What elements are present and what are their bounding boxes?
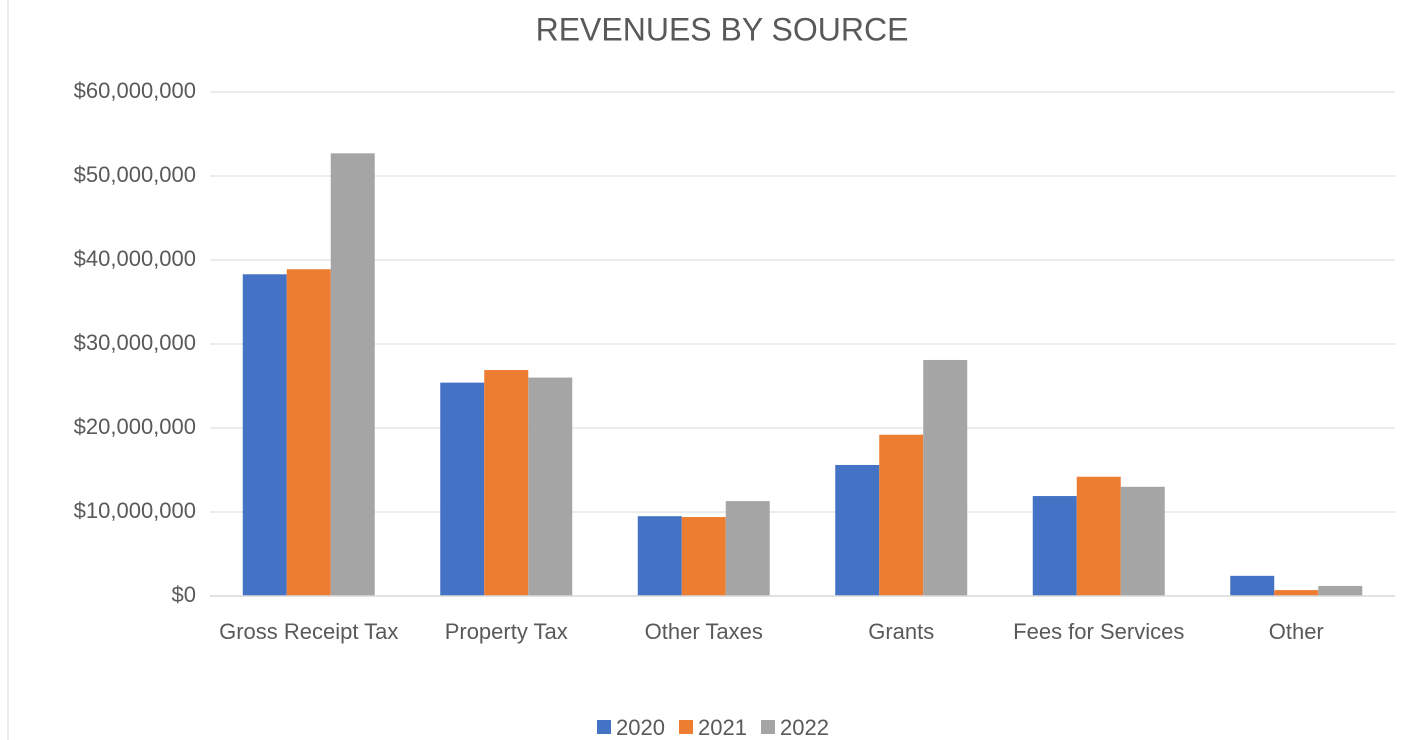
bar [287,269,331,596]
bar [484,370,528,596]
x-tick-label: Other Taxes [614,617,794,647]
legend-label: 2022 [780,715,829,740]
chart-title: REVENUES BY SOURCE [536,11,909,47]
y-tick-label: $0 [172,582,196,607]
y-tick-label: $40,000,000 [74,246,196,271]
legend-swatch [597,720,611,734]
x-tick-label: Fees for Services [1009,617,1189,647]
bar [1274,590,1318,596]
bar [726,501,770,596]
x-tick-label: Gross Receipt Tax [219,617,399,647]
bar [1033,496,1077,596]
bar [1121,487,1165,596]
bar [638,516,682,596]
bar [1230,576,1274,596]
y-tick-label: $20,000,000 [74,414,196,439]
bar [528,378,572,596]
x-tick-label: Property Tax [416,617,596,647]
x-tick-label: Grants [811,617,991,647]
legend-swatch [761,720,775,734]
y-tick-label: $10,000,000 [74,498,196,523]
bar [835,465,879,596]
bar [1318,586,1362,596]
bar [879,435,923,596]
bar [1077,477,1121,596]
x-tick-label: Other [1206,617,1386,647]
y-tick-label: $60,000,000 [74,78,196,103]
bar [923,360,967,596]
bar [243,274,287,596]
y-tick-label: $50,000,000 [74,162,196,187]
legend-label: 2020 [616,715,665,740]
bar [331,153,375,596]
legend-swatch [679,720,693,734]
page: REVENUES BY SOURCE $0 $10,000,000 $20,000,… [0,0,1409,740]
bar [682,517,726,596]
bar [440,383,484,596]
legend-label: 2021 [698,715,747,740]
y-tick-label: $30,000,000 [74,330,196,355]
